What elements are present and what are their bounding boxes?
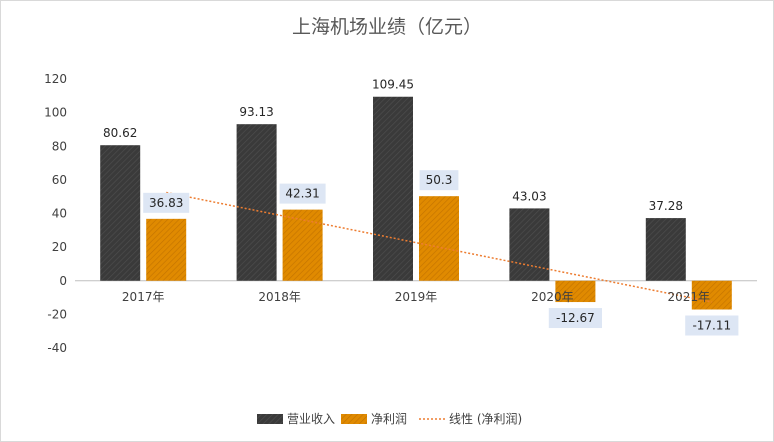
- y-tick-label: 40: [52, 207, 67, 221]
- revenue-data-label: 80.62: [103, 126, 137, 140]
- profit-label-bg: [685, 315, 739, 336]
- revenue-data-label: 37.28: [649, 199, 683, 213]
- legend: 营业收入 净利润 线性 (净利润): [257, 412, 522, 426]
- profit-label-bg: [419, 170, 459, 191]
- y-tick-label: 60: [52, 173, 67, 187]
- y-tick-label: -40: [47, 341, 67, 355]
- revenue-bar: [645, 218, 686, 281]
- profit-bar: [555, 280, 596, 303]
- x-tick-label: 2017年: [122, 290, 165, 304]
- revenue-bar: [236, 124, 277, 281]
- y-tick-label: 120: [44, 72, 67, 86]
- x-tick-label: 2019年: [395, 290, 438, 304]
- revenue-data-label: 43.03: [512, 189, 546, 203]
- plot-area: 120 100 80 60 40 20 0 -20 -40 80.62 93.13 109.45 43.…: [44, 72, 757, 355]
- x-tick-label: 2020年: [531, 290, 574, 304]
- y-tick-label: -20: [47, 307, 67, 321]
- y-tick-label: 0: [59, 274, 67, 288]
- revenue-bar: [373, 96, 413, 281]
- legend-label-trendline: 线性 (净利润): [449, 412, 522, 426]
- x-tick-label: 2021年: [668, 290, 711, 304]
- y-tick-label: 80: [52, 139, 67, 153]
- profit-data-label: -17.11: [692, 319, 731, 333]
- profit-label-bg: [143, 192, 190, 213]
- revenue-bar: [509, 208, 550, 281]
- profit-data-label: 36.83: [149, 196, 183, 210]
- profit-bar: [691, 280, 732, 310]
- profit-trendline: [166, 191, 712, 303]
- legend-label-profit: 净利润: [371, 412, 407, 426]
- legend-label-revenue: 营业收入: [287, 412, 335, 426]
- chart-title: 上海机场业绩（亿元）: [292, 16, 482, 38]
- legend-swatch-revenue: [257, 414, 283, 424]
- profit-label-bg: [279, 183, 326, 204]
- revenue-bar: [100, 145, 141, 281]
- profit-data-label: -12.67: [556, 311, 595, 325]
- profit-bar: [282, 209, 323, 281]
- y-tick-label: 20: [52, 240, 67, 254]
- legend-swatch-profit: [341, 414, 367, 424]
- profit-label-bg: [548, 308, 602, 329]
- revenue-data-label: 93.13: [239, 105, 273, 119]
- x-tick-label: 2018年: [258, 290, 301, 304]
- profit-data-label: 50.3: [426, 173, 453, 187]
- profit-data-label: 42.31: [285, 187, 319, 201]
- profit-bar: [146, 218, 187, 281]
- profit-bar: [419, 196, 459, 281]
- revenue-data-label: 109.45: [372, 78, 414, 92]
- y-tick-label: 100: [44, 106, 67, 120]
